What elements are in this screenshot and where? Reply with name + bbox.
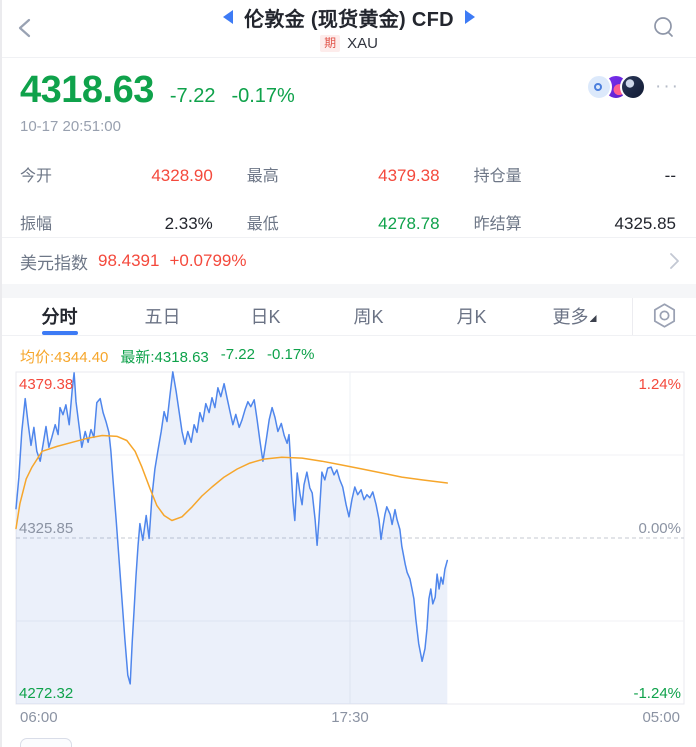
active-tab-underline — [41, 331, 78, 335]
stat-high: 最高 4379.38 — [246, 166, 440, 185]
y-label-high-pct: 1.24% — [638, 376, 681, 393]
instrument-symbol: XAU — [347, 34, 378, 52]
tab-more[interactable]: 更多 — [523, 298, 626, 335]
next-instrument-icon[interactable] — [464, 10, 475, 24]
usd-index-row[interactable]: 美元指数 98.4391 +0.0799% — [2, 238, 696, 284]
chart-settings-button[interactable] — [649, 300, 680, 334]
more-corner-triangle-icon — [589, 315, 597, 322]
latest-price-legend: 最新:4318.63 — [120, 349, 209, 366]
y-label-mid-pct: 0.00% — [638, 520, 681, 537]
chart-canvas[interactable]: 4379.38 1.24% 4325.85 0.00% 4272.32 -1.2… — [2, 368, 696, 707]
price-area — [16, 371, 448, 704]
price-line — [15, 371, 449, 685]
moon-avatar-icon[interactable] — [620, 74, 647, 100]
chart-legend: 均价:4344.40 最新:4318.63 -7.22 -0.17% — [2, 336, 696, 368]
y-label-low: 4272.32 — [19, 685, 73, 702]
cutoff-bottom-button[interactable] — [20, 738, 72, 747]
latest-change-pct-legend: -0.17% — [266, 346, 315, 363]
stat-low: 最低 4278.78 — [246, 213, 440, 233]
price-change: -7.22 — [169, 85, 216, 107]
chevron-right-icon — [670, 253, 679, 269]
tab-five-day[interactable]: 五日 — [144, 307, 181, 327]
title-block: 伦敦金 (现货黄金) CFD 期 XAU — [2, 2, 696, 54]
tab-minute[interactable]: 分时 — [8, 298, 111, 335]
usd-index-value: 98.4391 — [98, 251, 160, 270]
y-label-mid: 4325.85 — [19, 520, 73, 537]
back-chevron-icon — [18, 18, 31, 37]
stats-grid: 今开 4328.90 最高 4379.38 持仓量 -- 振幅 2.33% 最低… — [2, 148, 696, 238]
usd-index-change: +0.0799% — [169, 251, 247, 270]
x-label-open: 06:00 — [20, 709, 58, 726]
price-section: 4318.63 -7.22 -0.17% 10-17 20:51:00 ··· — [2, 58, 696, 148]
x-axis: 06:00 17:30 05:00 — [2, 707, 696, 729]
chart-period-tabs: 分时 五日 日K 周K 月K 更多 — [2, 298, 696, 336]
page-title: 伦敦金 (现货黄金) CFD — [244, 8, 454, 31]
stat-open: 今开 4328.90 — [20, 166, 213, 185]
last-price: 4318.63 — [20, 69, 154, 111]
x-label-mid: 17:30 — [331, 709, 369, 726]
quote-timestamp: 10-17 20:51:00 — [20, 118, 121, 135]
y-label-high: 4379.38 — [19, 376, 73, 393]
search-icon — [654, 16, 673, 37]
hex-nut-settings-icon — [653, 302, 676, 328]
x-label-close: 05:00 — [642, 709, 680, 726]
stat-prev-settle: 昨结算 4325.85 — [473, 213, 676, 233]
price-change-percent: -0.17% — [231, 85, 295, 107]
market-type-badge: 期 — [320, 34, 341, 52]
tab-monthly-k[interactable]: 月K — [456, 307, 487, 327]
more-actions-button[interactable]: ··· — [655, 76, 680, 97]
stat-open-interest: 持仓量 -- — [473, 166, 676, 185]
back-button[interactable] — [10, 12, 44, 46]
latest-change-legend: -7.22 — [220, 346, 255, 363]
section-divider — [2, 284, 696, 298]
intraday-chart[interactable]: 4379.38 1.24% 4325.85 0.00% 4272.32 -1.2… — [2, 368, 696, 747]
usd-index-label: 美元指数 — [20, 253, 88, 273]
tab-daily-k[interactable]: 日K — [250, 307, 281, 327]
stat-amplitude: 振幅 2.33% — [20, 213, 213, 233]
search-button[interactable] — [646, 10, 682, 46]
avg-price-legend: 均价:4344.40 — [20, 349, 109, 366]
share-cluster: ··· — [586, 74, 680, 100]
weibo-share-icon[interactable] — [586, 74, 613, 100]
y-label-low-pct: -1.24% — [633, 685, 681, 702]
tab-weekly-k[interactable]: 周K — [353, 307, 384, 327]
avg-price-line — [15, 434, 449, 530]
top-bar: 伦敦金 (现货黄金) CFD 期 XAU — [2, 0, 696, 58]
prev-instrument-icon[interactable] — [223, 10, 234, 24]
